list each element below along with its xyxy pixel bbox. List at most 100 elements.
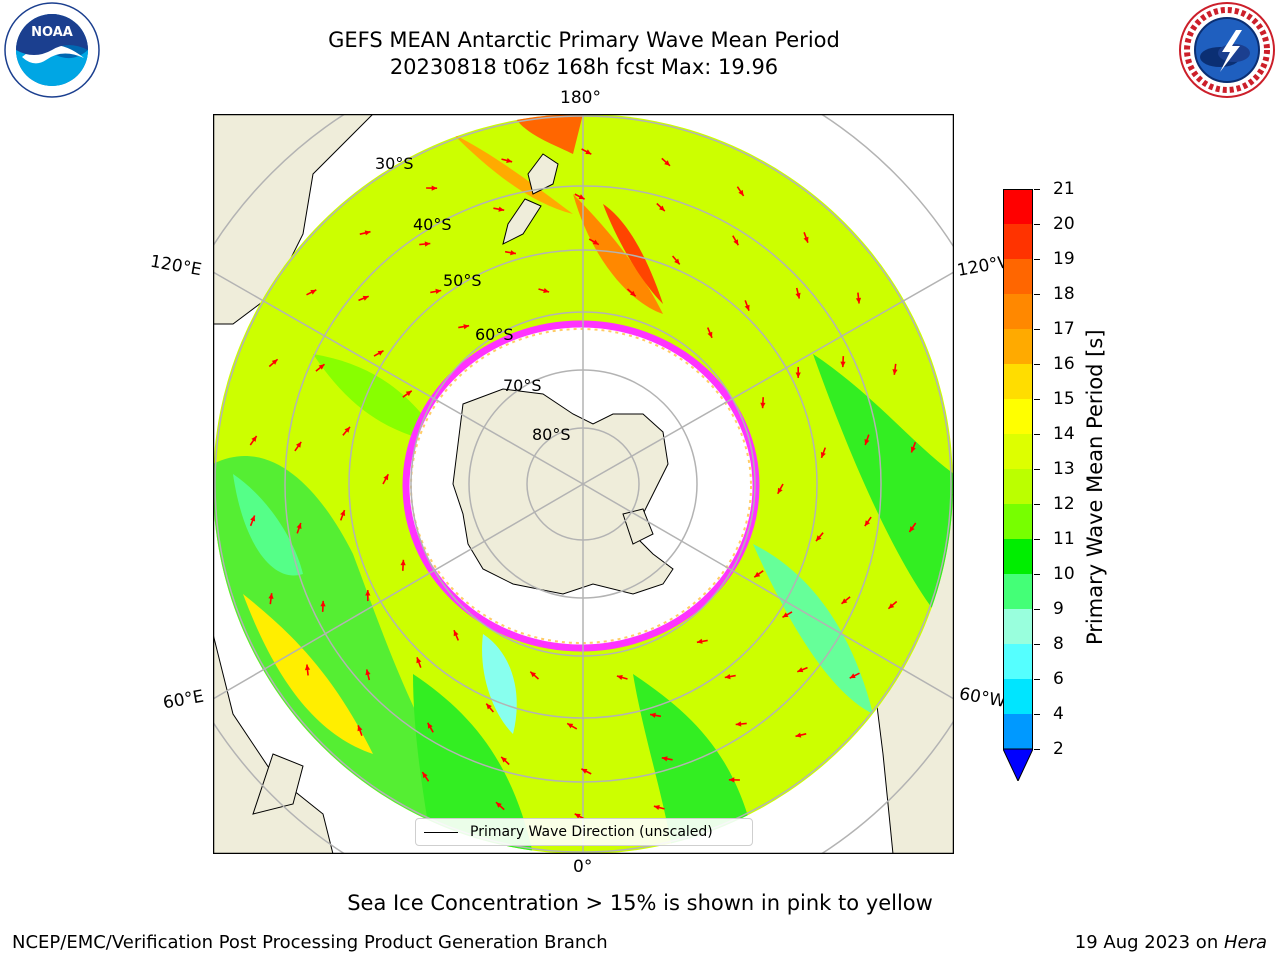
wave-arrow-head (803, 236, 809, 243)
lon-label-120e: 120°E (148, 251, 204, 281)
colorbar-tick-mark (1034, 224, 1040, 225)
madagascar-landmass (252, 753, 304, 815)
wave-direction-arrows (249, 148, 917, 820)
colorbar-segment (1003, 259, 1033, 294)
colorbar-segment (1003, 714, 1033, 749)
wave-arrow-head (296, 441, 302, 448)
colorbar-tick-label: 17 (1053, 319, 1075, 339)
colorbar-segment (1003, 294, 1033, 329)
wave-arrow-head (271, 359, 278, 365)
wave-arrow-head (427, 722, 433, 729)
lon-label-180: 180° (560, 88, 601, 108)
wave-arrow-head (310, 289, 317, 295)
colorbar-tick-mark (1034, 574, 1040, 575)
wave-arrow-head (650, 712, 656, 718)
africa-landmass (213, 633, 334, 854)
wave-arrow-head (364, 230, 371, 236)
wave-arrow-head (888, 603, 895, 609)
colorbar-tick-label: 10 (1053, 564, 1075, 584)
colorbar (1002, 189, 1034, 783)
colorbar-tick-label: 21 (1053, 179, 1075, 199)
wave-arrow-head (738, 189, 744, 196)
colorbar-tick-mark (1034, 469, 1040, 470)
wave-arrow-head (400, 559, 406, 566)
wave-arrow-head (424, 241, 431, 247)
colorbar-label: Primary Wave Mean Period [s] (1083, 329, 1107, 645)
wave-arrow-head (744, 304, 750, 311)
footer-credit: NCEP/EMC/Verification Post Processing Pr… (12, 932, 608, 953)
wave-arrow-head (782, 612, 789, 618)
colorbar-segment (1003, 574, 1033, 609)
colorbar-tick-label: 2 (1053, 739, 1064, 759)
svg-text:NOAA: NOAA (31, 25, 73, 40)
wave-arrow-head (592, 239, 599, 245)
wave-arrow-head (735, 721, 742, 727)
wave-arrow-head (707, 331, 713, 338)
wave-arrow-head (362, 295, 369, 301)
wave-arrow-head (357, 725, 363, 732)
wave-arrow-head (795, 732, 802, 738)
colorbar-tick-label: 11 (1053, 529, 1075, 549)
wave-arrow-head (795, 292, 801, 299)
colorbar-tick-mark (1034, 259, 1040, 260)
wave-arrow-head (510, 250, 516, 256)
lat-label-30s: 30°S (375, 154, 414, 173)
colorbar-tick-label: 14 (1053, 424, 1075, 444)
colorbar-tick-label: 20 (1053, 214, 1075, 234)
colorbar-segment (1003, 469, 1033, 504)
colorbar-segment (1003, 189, 1033, 224)
wave-arrow-head (653, 805, 660, 810)
wave-arrow-head (320, 600, 326, 607)
wave-arrow-head (453, 630, 459, 637)
colorbar-tick-mark (1034, 679, 1040, 680)
wave-arrow-head (616, 675, 623, 680)
colorbar-segment (1003, 644, 1033, 679)
legend-label: Primary Wave Direction (unscaled) (470, 824, 713, 840)
wave-arrow-head (797, 667, 804, 673)
lat-label-80s: 80°S (532, 425, 571, 444)
colorbar-segment (1003, 539, 1033, 574)
wave-arrow-head (816, 535, 822, 542)
noaa-logo: NOAA (2, 2, 102, 102)
wave-arrow-head (840, 361, 846, 368)
wave-arrow-head (864, 520, 870, 527)
australia-landmass (213, 114, 374, 325)
wave-arrow-head (820, 452, 826, 458)
lat-label-70s: 70°S (503, 376, 542, 395)
wave-arrow-head (383, 474, 389, 481)
wave-arrow-head (486, 703, 492, 710)
colorbar-tick-mark (1034, 749, 1040, 750)
lat-label-60s: 60°S (475, 325, 514, 344)
colorbar-tick-mark (1034, 539, 1040, 540)
footer-date: 19 Aug 2023 on Hera (1074, 932, 1267, 953)
colorbar-tick-label: 12 (1053, 494, 1075, 514)
wave-arrow-head (344, 426, 350, 433)
colorbar-tick-label: 16 (1053, 354, 1075, 374)
colorbar-tick-label: 8 (1053, 634, 1064, 654)
wave-arrow-head (463, 324, 470, 330)
wave-arrow-head (630, 290, 636, 297)
colorbar-segment (1003, 504, 1033, 539)
colorbar-tick-mark (1034, 294, 1040, 295)
colorbar-tick-mark (1034, 504, 1040, 505)
wave-arrow-head (498, 206, 505, 212)
colorbar-segment (1003, 329, 1033, 364)
colorbar-segment (1003, 679, 1033, 714)
wave-arrow-head (530, 671, 536, 678)
lon-label-0: 0° (573, 857, 593, 877)
wave-arrow-head (431, 185, 438, 191)
colorbar-tick-label: 18 (1053, 284, 1075, 304)
colorbar-tick-mark (1034, 434, 1040, 435)
lon-label-60w: 60°W (957, 684, 1008, 712)
wave-arrow-head (365, 590, 371, 596)
wave-arrow-head (849, 673, 856, 679)
wave-arrow-head (728, 777, 735, 783)
colorbar-segment (1003, 609, 1033, 644)
colorbar-tick-label: 13 (1053, 459, 1075, 479)
wave-arrow-head (795, 372, 801, 378)
wave-arrow-head (754, 571, 761, 578)
colorbar-tick-label: 15 (1053, 389, 1075, 409)
colorbar-tick-mark (1034, 329, 1040, 330)
wave-arrow-head (422, 772, 428, 779)
colorbar-tick-mark (1034, 399, 1040, 400)
